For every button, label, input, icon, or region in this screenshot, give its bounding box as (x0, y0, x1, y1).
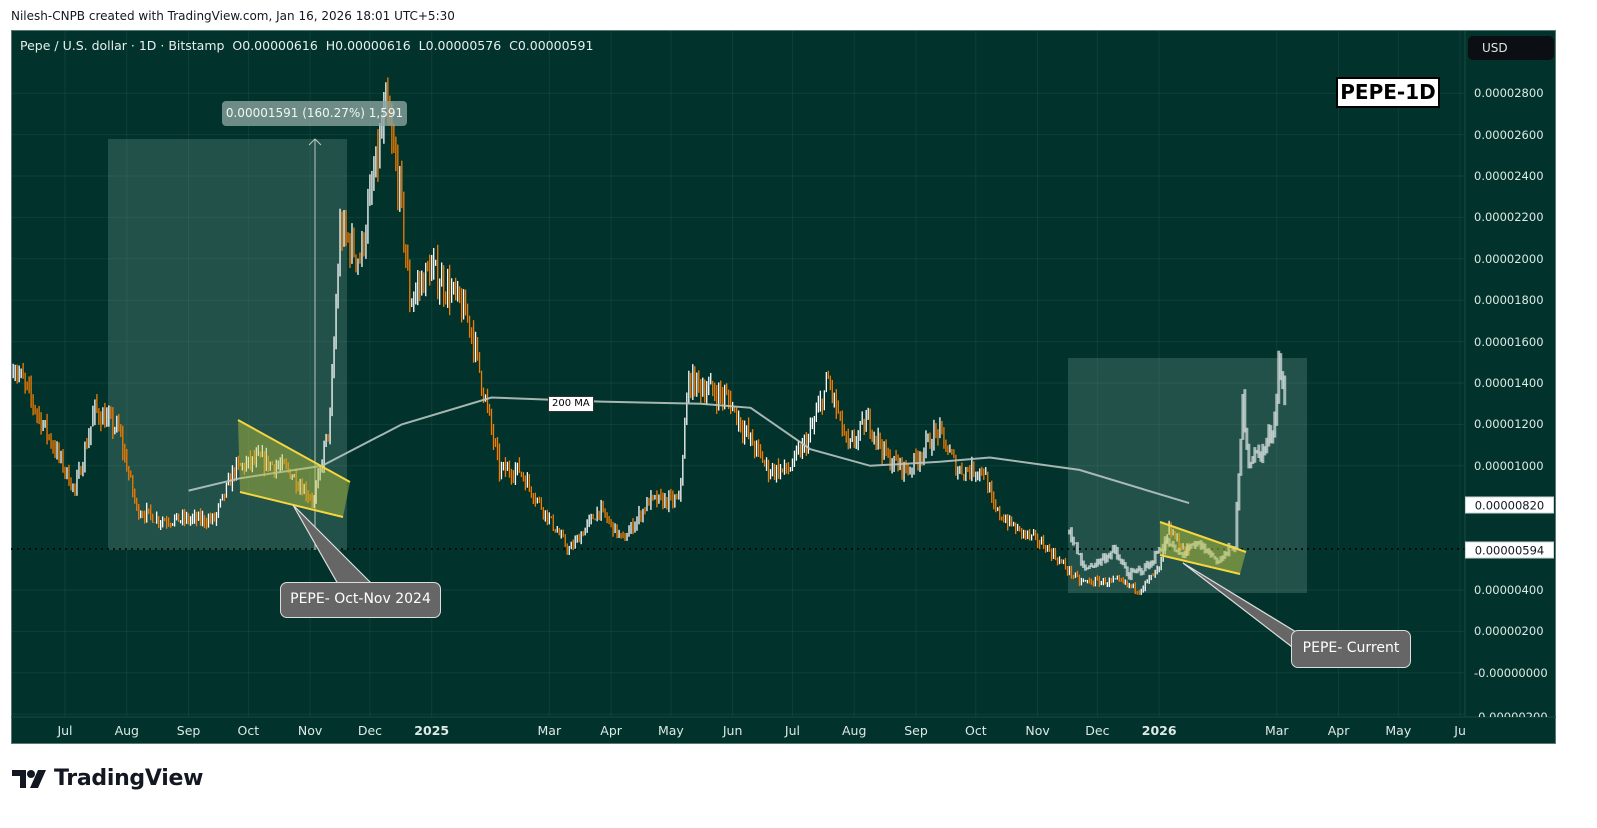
time-tick-label: Mar (537, 723, 562, 738)
grid (11, 31, 1465, 717)
price-tick-label: 0.00002600 (1474, 127, 1544, 142)
time-tick-label: Nov (297, 723, 323, 738)
falling-wedge-current (1159, 521, 1247, 575)
time-tick-label: Dec (357, 723, 383, 738)
time-tick-label: Mar (1264, 723, 1289, 738)
ohlc-low: L0.00000576 (418, 38, 502, 53)
time-tick-label: Aug (114, 723, 139, 738)
time-tick-label: May (657, 723, 684, 738)
price-tick-label: 0.00002000 (1474, 251, 1544, 266)
callout-past: PEPE- Oct-Nov 2024 (280, 582, 441, 618)
time-tick-label: Dec (1085, 723, 1110, 738)
ma200-line (188, 396, 1190, 505)
price-tick-label: 0.00001000 (1474, 458, 1544, 473)
wedge-lower-line (239, 491, 344, 518)
time-tick-label: Sep (176, 723, 201, 738)
time-tick-label: Jun (722, 723, 743, 738)
wedge-fill (1160, 522, 1246, 574)
price-tick-label: 0.00001200 (1474, 417, 1544, 432)
price-tick-label: 0.00002200 (1474, 210, 1544, 225)
price-tick-label: 0.00002400 (1474, 169, 1544, 183)
currency-button[interactable]: USD (1468, 36, 1554, 60)
time-tick-label: Jul (57, 723, 73, 738)
time-tick-label: Sep (904, 723, 928, 738)
ma-label: 200 MA (548, 396, 594, 412)
falling-wedge-2024 (237, 419, 351, 518)
wedge-upper-line (1159, 521, 1247, 553)
time-tick-label: Oct (237, 723, 260, 738)
time-tick-label: Nov (1025, 723, 1050, 738)
tradingview-logo-icon (12, 769, 46, 788)
wedge-upper-line (237, 419, 351, 483)
wedge-fill (238, 420, 350, 517)
tradingview-wordmark: TradingView (54, 766, 204, 791)
price-tick-label: -0.00000000 (1474, 665, 1548, 680)
tradingview-logo: TradingView (12, 766, 203, 791)
price-tick-label: 0.00001800 (1474, 293, 1544, 308)
time-tick-label: 2026 (1141, 723, 1177, 738)
price-tick-label: 0.00001600 (1474, 334, 1544, 349)
last-price-label: 0.00000594 (1465, 541, 1554, 559)
time-tick-label: 2025 (414, 723, 450, 738)
ohlc-close: C0.00000591 (509, 38, 594, 53)
symbol-name: Pepe / U.S. dollar · 1D · Bitstamp (20, 38, 225, 53)
time-tick-label: Jul (784, 723, 800, 738)
price-tick-label: -0.00000200 (1474, 710, 1548, 717)
price-tick-label: 0.00000200 (1474, 624, 1544, 639)
price-bars (12, 77, 1190, 595)
ohlc-high: H0.00000616 (325, 38, 411, 53)
chart-pane[interactable] (11, 30, 1556, 744)
symbol-legend: Pepe / U.S. dollar · 1D · Bitstamp O0.00… (20, 38, 593, 53)
price-tick-label: 0.00002800 (1474, 86, 1544, 101)
ohlc-open: O0.00000616 (232, 38, 318, 53)
time-tick-label: May (1385, 723, 1412, 738)
time-tick-label: Aug (842, 723, 867, 738)
time-tick-label: Apr (1327, 723, 1350, 738)
measure-label: 0.00001591 (160.27%) 1,591 (222, 101, 407, 126)
time-tick-label: Apr (600, 723, 622, 738)
wedge-lower-line (1159, 554, 1241, 575)
chart-credit: Nilesh-CNPB created with TradingView.com… (11, 9, 455, 23)
ma-price-label: 0.00000820 (1465, 496, 1554, 514)
time-tick-label: Ju (1454, 723, 1466, 738)
price-tick-label: 0.00001400 (1474, 376, 1544, 390)
title-badge: PEPE-1D (1336, 77, 1440, 108)
callout-current: PEPE- Current (1291, 630, 1411, 668)
price-tick-label: 0.00000400 (1474, 583, 1544, 597)
time-tick-label: Oct (964, 723, 987, 738)
measure-arrow-head (308, 138, 322, 146)
